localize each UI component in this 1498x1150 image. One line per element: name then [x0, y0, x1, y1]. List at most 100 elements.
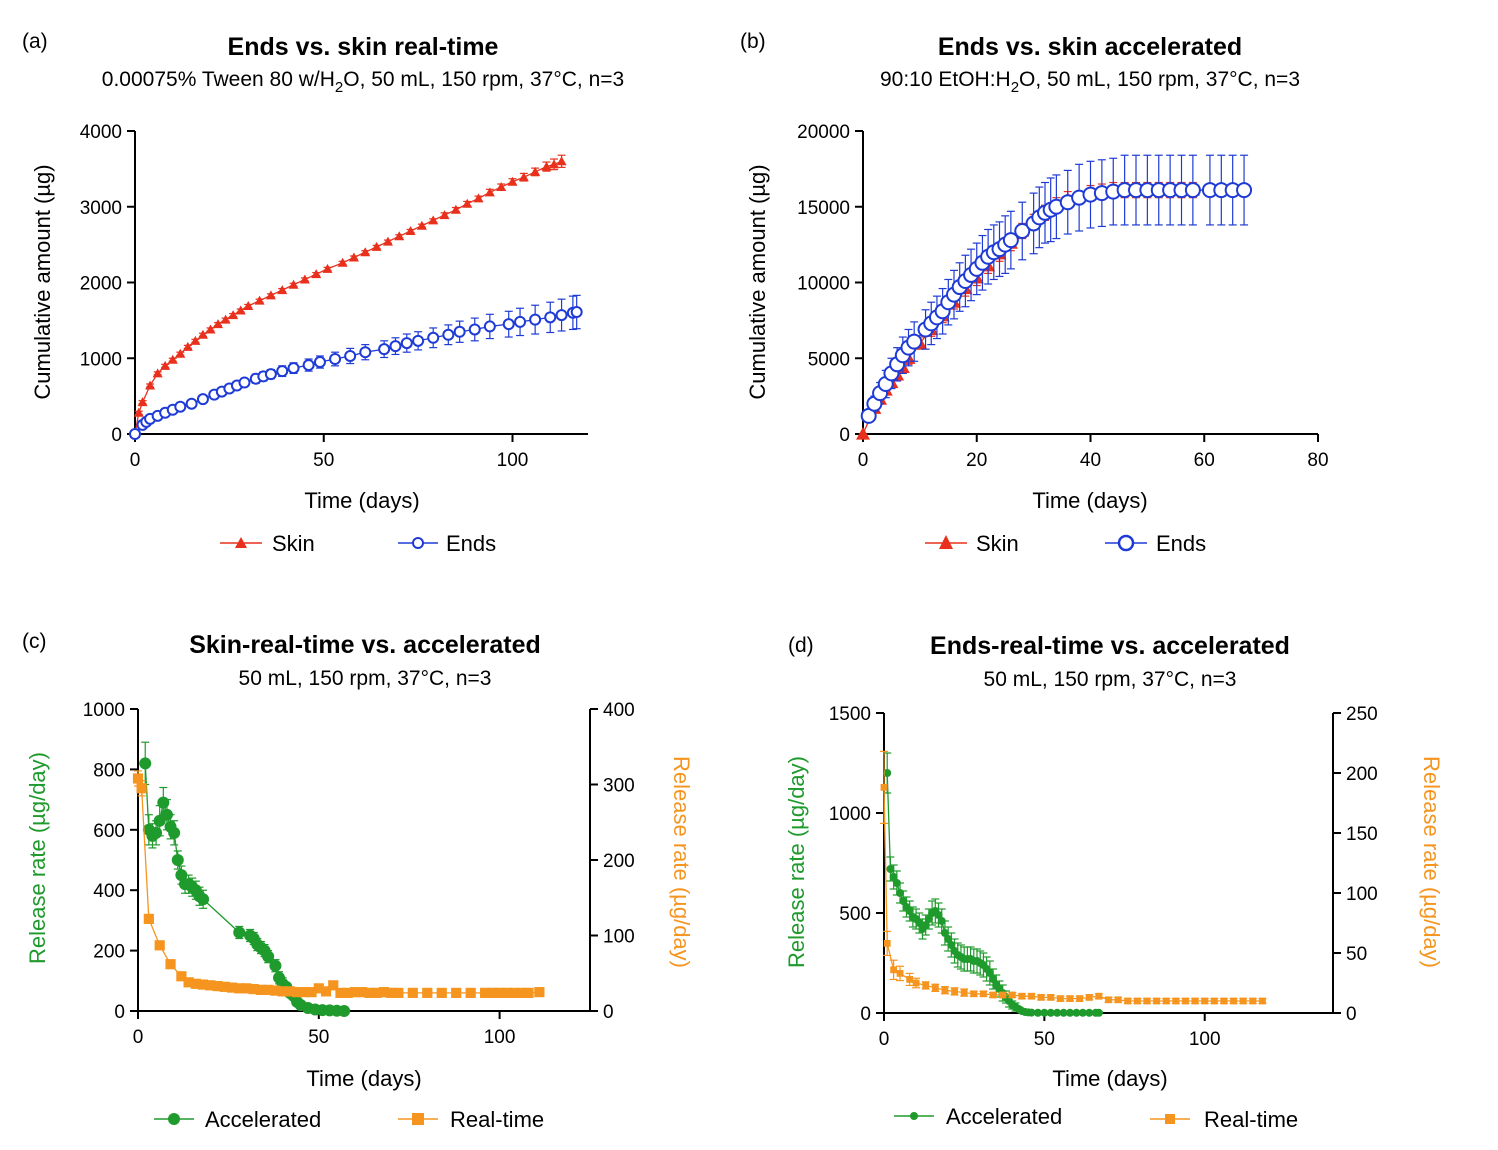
data-point: [299, 274, 310, 284]
y2-tick-label: 400: [603, 700, 635, 721]
data-point: [1072, 1008, 1081, 1017]
series-accelerated: [883, 752, 1103, 1017]
legend-accelerated-d: Accelerated: [946, 1104, 1062, 1129]
data-point: [1230, 997, 1237, 1005]
x-tick-label: 20: [966, 450, 987, 471]
data-point: [480, 987, 491, 998]
data-point: [951, 988, 958, 995]
data-point: [442, 328, 455, 341]
series-line: [883, 787, 1263, 1002]
data-point: [344, 349, 357, 362]
panel-a-letter: (a): [22, 30, 48, 53]
data-point: [302, 359, 315, 372]
data-point: [483, 320, 496, 333]
data-point: [890, 966, 898, 974]
data-point: [899, 897, 908, 905]
data-point: [556, 156, 567, 166]
data-point: [160, 360, 171, 370]
data-point: [1172, 997, 1180, 1005]
data-point: [205, 324, 216, 334]
data-point: [940, 929, 949, 937]
data-point: [1220, 997, 1228, 1005]
x-tick-label: 0: [133, 1027, 144, 1048]
legend-ends-b: Ends: [1156, 531, 1206, 556]
data-point: [219, 981, 230, 992]
x-tick-label: 100: [484, 1027, 516, 1048]
data-point: [288, 279, 299, 289]
data-point: [960, 989, 968, 996]
data-point: [238, 376, 251, 389]
y-tick-label: 800: [93, 760, 125, 781]
panel-b-letter: (b): [740, 30, 766, 53]
data-point: [1033, 1008, 1042, 1017]
series-line: [134, 311, 577, 435]
data-point: [541, 161, 552, 171]
y2-tick-label: 100: [1346, 884, 1378, 905]
data-point: [190, 978, 201, 989]
data-point: [143, 913, 154, 924]
data-point: [165, 959, 176, 970]
data-point: [328, 980, 339, 991]
y2-tick-label: 0: [603, 1002, 614, 1023]
data-point: [348, 252, 359, 262]
data-point: [322, 263, 333, 273]
data-point: [270, 985, 281, 996]
series-real-time: [880, 750, 1267, 1005]
x-tick-label: 100: [1189, 1029, 1221, 1050]
panel-b-plot: 0 20 40 60 80 0 5000 10000 15000 20000: [797, 122, 1328, 471]
data-point: [248, 984, 259, 995]
legend-accelerated-c: Accelerated: [205, 1107, 321, 1132]
series-ends: [129, 294, 583, 440]
panel-a-ylabel: Cumulative amount (µg): [30, 164, 55, 399]
data-point: [269, 959, 282, 972]
data-point: [530, 166, 541, 176]
data-point: [1059, 1008, 1068, 1017]
legend-ends-a: Ends: [446, 531, 496, 556]
data-point: [931, 984, 939, 992]
data-point: [1027, 1008, 1036, 1017]
data-point: [937, 917, 946, 925]
data-point: [1008, 991, 1016, 999]
data-point: [306, 987, 317, 998]
data-point: [570, 306, 583, 319]
panel-d-y2label: Release rate (µg/day): [1419, 756, 1444, 968]
data-point: [1076, 995, 1084, 1002]
data-point: [896, 889, 905, 897]
data-point: [1236, 182, 1253, 199]
data-point: [262, 950, 275, 963]
y-tick-label: 1500: [829, 704, 871, 725]
data-point: [1066, 995, 1074, 1002]
data-point: [371, 987, 382, 998]
panel-b-ylabel: Cumulative amount (µg): [745, 164, 770, 399]
data-point: [132, 773, 144, 784]
data-point: [133, 407, 144, 417]
data-point: [985, 969, 994, 977]
y2-tick-label: 200: [1346, 764, 1378, 785]
data-point: [1046, 1008, 1055, 1017]
data-point: [941, 986, 949, 994]
data-point: [1105, 996, 1112, 1004]
data-point: [287, 362, 300, 375]
data-point: [150, 826, 163, 839]
data-point: [1056, 995, 1064, 1002]
data-point: [152, 368, 163, 378]
data-point: [183, 977, 194, 988]
series-line: [134, 160, 562, 435]
data-point: [197, 329, 208, 339]
data-point: [1085, 994, 1093, 1001]
data-point: [906, 333, 923, 350]
x-tick-label: 0: [130, 450, 141, 471]
series-skin: [130, 154, 567, 438]
data-point: [1094, 1008, 1103, 1017]
y-tick-label: 10000: [797, 274, 850, 295]
data-point: [349, 987, 361, 998]
data-point: [436, 987, 447, 998]
data-point: [494, 987, 505, 998]
data-point: [880, 784, 888, 791]
data-point: [1239, 997, 1247, 1005]
data-point: [1191, 997, 1199, 1005]
data-point: [378, 987, 389, 998]
data-point: [1053, 1008, 1062, 1017]
